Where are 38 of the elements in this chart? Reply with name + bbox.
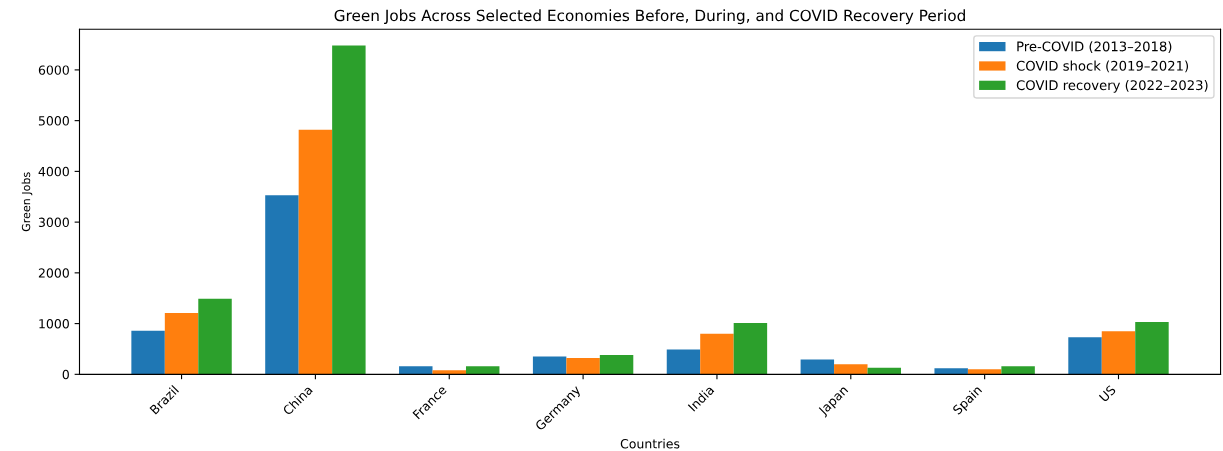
y-tick-label: 1000 — [39, 319, 69, 329]
legend-label: COVID shock (2019–2021) — [1016, 60, 1189, 73]
bar — [967, 369, 1002, 375]
y-tick-label: 5000 — [38, 116, 69, 126]
bar — [465, 366, 500, 375]
bar — [867, 367, 901, 375]
y-axis-title: Green Jobs — [21, 172, 33, 232]
y-tick-label: 3000 — [38, 217, 69, 228]
bar — [1068, 337, 1102, 375]
bar — [131, 330, 165, 375]
bar — [265, 195, 299, 375]
x-axis-title: Countries — [620, 438, 680, 449]
y-tick-label: 4000 — [38, 166, 69, 177]
bar — [298, 129, 333, 375]
bar — [164, 312, 199, 375]
bar — [399, 366, 433, 375]
legend-label: Pre-COVID (2013–2018) — [1017, 41, 1172, 53]
bar — [432, 370, 466, 375]
bar — [1101, 331, 1136, 375]
bar — [198, 298, 232, 375]
bar — [934, 368, 968, 375]
y-tick-label: 0 — [62, 369, 69, 380]
y-tick-label: 6000 — [38, 65, 69, 75]
bar — [834, 364, 868, 375]
bar — [332, 45, 366, 375]
y-tick-label: 2000 — [38, 268, 69, 278]
legend-label: COVID recovery (2022–2023) — [1016, 79, 1208, 93]
bar — [666, 349, 701, 375]
bar — [566, 358, 600, 375]
bar — [599, 355, 634, 375]
bar — [532, 356, 567, 375]
bar — [700, 333, 734, 375]
bar — [1135, 322, 1169, 375]
bar — [733, 323, 768, 375]
x-tick-label: US — [1098, 384, 1117, 403]
bar — [800, 359, 835, 375]
chart-title: Green Jobs Across Selected Economies Before, During, and COVID Recovery Period — [334, 9, 965, 25]
bar — [1001, 366, 1035, 375]
